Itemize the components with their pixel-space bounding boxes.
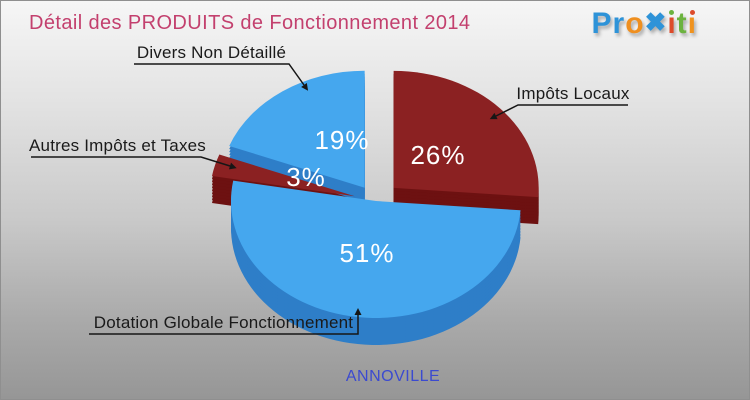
pie-slice-top xyxy=(393,70,539,198)
callout-label-divers: Divers Non Détaillé xyxy=(136,43,287,62)
pie-percent-label: 3% xyxy=(286,162,326,192)
logo-letter: ✖ xyxy=(644,7,668,37)
logo-letter: o xyxy=(625,7,645,40)
callout-arrowhead-icon xyxy=(228,162,237,170)
callout-label-impots-locaux: Impôts Locaux xyxy=(516,84,630,103)
callout-leader-line xyxy=(495,104,628,117)
logo-letter: ı xyxy=(667,7,677,40)
pie-percent-label: 51% xyxy=(339,238,394,268)
logo-letter: t xyxy=(676,7,688,40)
city-label: ANNOVILLE xyxy=(345,368,441,385)
chart-title: Détail des PRODUITS de Fonctionnement 20… xyxy=(29,12,471,34)
logo-i-dot xyxy=(689,10,695,15)
pie-slice-top xyxy=(211,154,355,197)
callout-arrowhead-icon xyxy=(301,82,309,91)
proxiti-logo[interactable]: Pro✖ı tı xyxy=(591,7,697,41)
logo-letter: P xyxy=(591,7,613,40)
callout-label-autres-impots: Autres Impôts et Taxes xyxy=(29,136,206,155)
logo-letter: ı xyxy=(687,7,697,40)
pie-slice-top xyxy=(229,70,365,188)
callout-leader-line xyxy=(89,315,359,335)
pie-percent-label: 26% xyxy=(410,140,465,170)
callout-arrowhead-icon xyxy=(489,112,498,120)
callout-label-dotation-globale: Dotation Globale Fonctionnement xyxy=(93,313,354,332)
callout-leader-line xyxy=(134,63,305,86)
logo-i-dot xyxy=(669,10,675,15)
pie-percent-label: 19% xyxy=(314,125,369,155)
callout-leader-line xyxy=(31,156,231,167)
logo-letter: r xyxy=(612,7,626,40)
callout-arrowhead-icon xyxy=(354,308,362,315)
pie-slice-top xyxy=(230,180,521,319)
